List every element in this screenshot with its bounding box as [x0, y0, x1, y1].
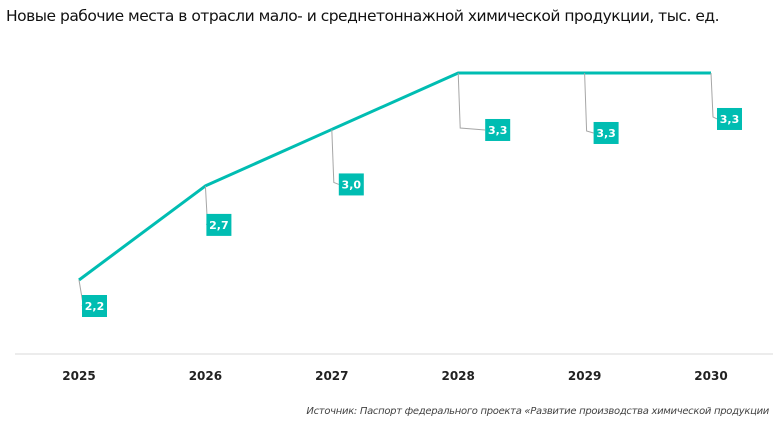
chart-title: Новые рабочие места в отрасли мало- и ср…: [6, 7, 720, 25]
leader-line: [710, 72, 718, 120]
x-tick-label: 2027: [315, 369, 348, 383]
data-label-box: [206, 213, 232, 236]
data-label: 2,7: [209, 219, 229, 232]
data-label: 2,2: [85, 300, 105, 313]
data-label: 3,3: [488, 124, 508, 137]
data-label-box: [485, 118, 511, 141]
series-line: [78, 71, 711, 282]
x-tick-label: 2028: [441, 369, 474, 383]
x-tick-label: 2029: [568, 369, 601, 383]
data-label-box: [593, 121, 619, 144]
data-label-box: [717, 107, 742, 130]
data-label: 3,3: [720, 113, 740, 126]
x-tick-label: 2030: [694, 369, 727, 383]
leader-line: [457, 72, 486, 131]
source-note: Источник: Паспорт федерального проекта «…: [306, 406, 769, 417]
x-tick-label: 2025: [62, 369, 95, 383]
data-label: 3,0: [342, 178, 362, 191]
data-label-box: [82, 295, 107, 317]
leader-line: [584, 72, 594, 134]
leader-line: [331, 129, 339, 185]
data-label: 3,3: [596, 127, 616, 140]
data-label-box: [338, 173, 364, 196]
x-tick-label: 2026: [189, 369, 222, 383]
